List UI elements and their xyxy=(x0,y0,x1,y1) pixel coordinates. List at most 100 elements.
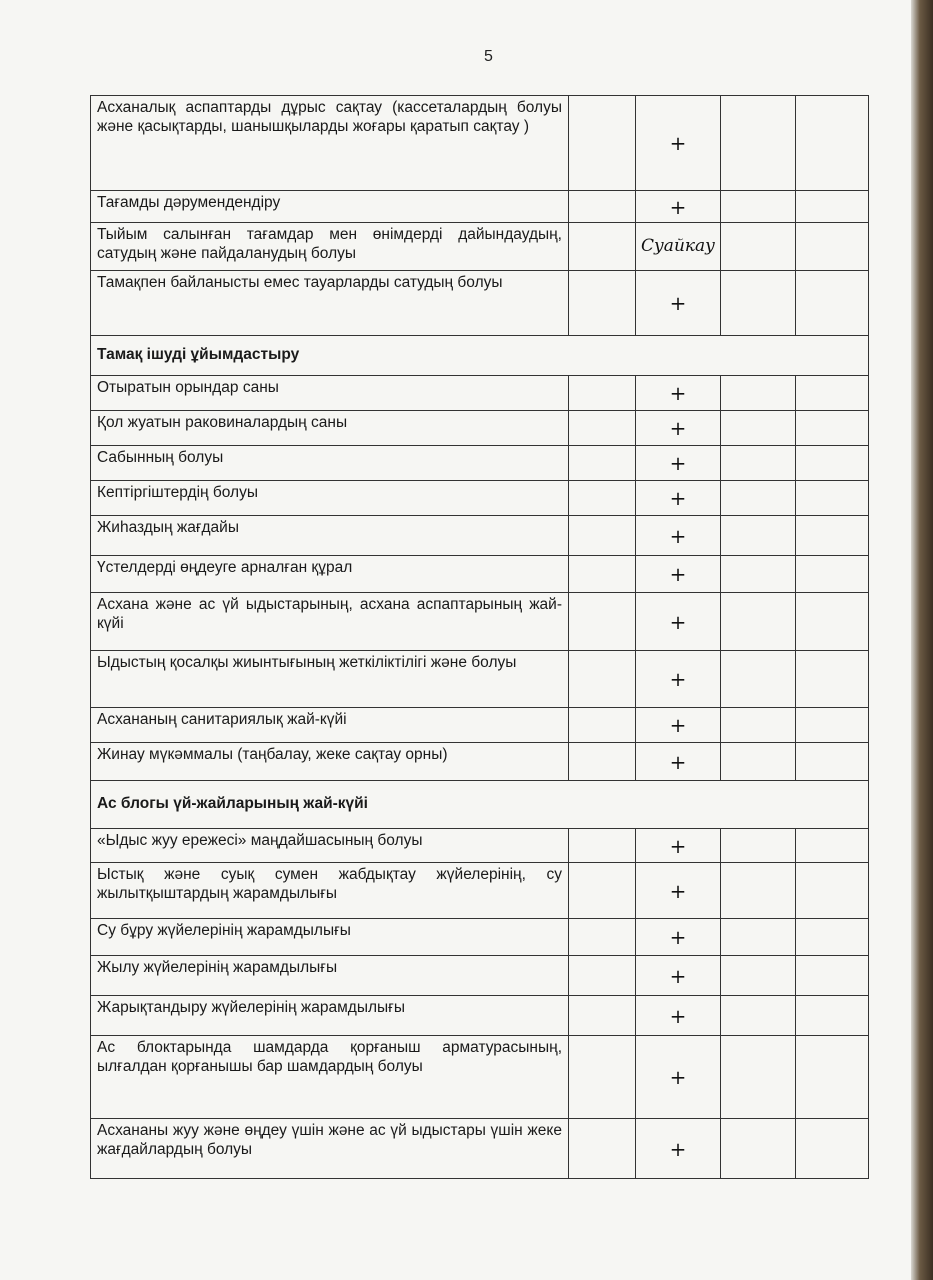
criterion-text: Кептіргіштердің болуы xyxy=(90,480,569,516)
empty-cell xyxy=(795,375,869,411)
empty-cell xyxy=(720,375,796,411)
inspection-checklist-table: Асханалық аспаптарды дұрыс сақтау (кассе… xyxy=(90,95,869,1179)
page-number: 5 xyxy=(484,48,493,65)
empty-cell xyxy=(720,445,796,481)
criterion-text: Қол жуатын раковиналардың саны xyxy=(90,410,569,446)
empty-cell xyxy=(720,270,796,336)
empty-cell xyxy=(795,1035,869,1119)
section-title: Ас блогы үй-жайларының жай-күйі xyxy=(90,780,869,829)
table-row: Ыстық және суық сумен жабдықтау жүйелері… xyxy=(90,862,869,919)
empty-cell xyxy=(568,650,636,708)
criterion-text: Ыдыстың қосалқы жиынтығының жеткіліктілі… xyxy=(90,650,569,708)
criterion-text: Асханалық аспаптарды дұрыс сақтау (кассе… xyxy=(90,95,569,191)
handwritten-mark: + xyxy=(635,375,721,411)
empty-cell xyxy=(795,828,869,863)
empty-cell xyxy=(720,1118,796,1179)
handwritten-mark: + xyxy=(635,955,721,996)
table-row: Жарықтандыру жүйелерінің жарамдылығы + xyxy=(90,995,869,1036)
handwritten-mark: + xyxy=(635,995,721,1036)
criterion-text: Ыстық және суық сумен жабдықтау жүйелері… xyxy=(90,862,569,919)
empty-cell xyxy=(795,862,869,919)
section-header-row: Тамақ ішуді ұйымдастыру xyxy=(90,335,869,376)
empty-cell xyxy=(568,955,636,996)
empty-cell xyxy=(568,480,636,516)
empty-cell xyxy=(568,375,636,411)
criterion-text: Жиһаздың жағдайы xyxy=(90,515,569,556)
criterion-text: Су бұру жүйелерінің жарамдылығы xyxy=(90,918,569,956)
empty-cell xyxy=(795,480,869,516)
table-row: Тамақпен байланысты емес тауарларды сату… xyxy=(90,270,869,336)
empty-cell xyxy=(720,410,796,446)
table-row: «Ыдыс жуу ережесі» маңдайшасының болуы + xyxy=(90,828,869,863)
table-row: Үстелдерді өңдеуге арналған құрал + xyxy=(90,555,869,593)
empty-cell xyxy=(568,918,636,956)
criterion-text: Үстелдерді өңдеуге арналған құрал xyxy=(90,555,569,593)
empty-cell xyxy=(795,445,869,481)
empty-cell xyxy=(795,270,869,336)
page-edge xyxy=(911,0,933,1280)
section-header-row: Ас блогы үй-жайларының жай-күйі xyxy=(90,780,869,829)
handwritten-mark: + xyxy=(635,190,721,223)
empty-cell xyxy=(720,995,796,1036)
table-row: Сабынның болуы + xyxy=(90,445,869,481)
empty-cell xyxy=(720,222,796,271)
handwritten-mark: + xyxy=(635,515,721,556)
empty-cell xyxy=(720,828,796,863)
criterion-text: Асхананы жуу және өңдеу үшін және ас үй … xyxy=(90,1118,569,1179)
handwritten-mark: + xyxy=(635,445,721,481)
empty-cell xyxy=(568,410,636,446)
empty-cell xyxy=(720,862,796,919)
criterion-text: Тыйым салынған тағамдар мен өнімдерді да… xyxy=(90,222,569,271)
empty-cell xyxy=(720,515,796,556)
handwritten-mark: + xyxy=(635,650,721,708)
table-row: Жиһаздың жағдайы + xyxy=(90,515,869,556)
table-row: Асхана және ас үй ыдыстарының, асхана ас… xyxy=(90,592,869,651)
empty-cell xyxy=(795,410,869,446)
criterion-text: Жылу жүйелерінің жарамдылығы xyxy=(90,955,569,996)
empty-cell xyxy=(568,1118,636,1179)
criterion-text: Сабынның болуы xyxy=(90,445,569,481)
empty-cell xyxy=(720,955,796,996)
criterion-text: Асхананың санитариялық жай-күйі xyxy=(90,707,569,743)
empty-cell xyxy=(568,222,636,271)
empty-cell xyxy=(568,995,636,1036)
empty-cell xyxy=(568,270,636,336)
empty-cell xyxy=(795,650,869,708)
handwritten-note: Суайкау xyxy=(640,236,716,257)
table-row: Ас блоктарында шамдарда қорғаныш арматур… xyxy=(90,1035,869,1119)
empty-cell xyxy=(720,918,796,956)
handwritten-mark: + xyxy=(635,480,721,516)
empty-cell xyxy=(795,995,869,1036)
handwritten-mark: + xyxy=(635,828,721,863)
handwritten-mark: + xyxy=(635,862,721,919)
handwritten-mark: + xyxy=(635,1035,721,1119)
empty-cell xyxy=(795,955,869,996)
empty-cell xyxy=(568,190,636,223)
handwritten-mark: + xyxy=(635,555,721,593)
table-row: Асханалық аспаптарды дұрыс сақтау (кассе… xyxy=(90,95,869,191)
empty-cell xyxy=(720,480,796,516)
empty-cell xyxy=(720,555,796,593)
table-row: Қол жуатын раковиналардың саны + xyxy=(90,410,869,446)
handwritten-mark: + xyxy=(635,270,721,336)
table-row: Жылу жүйелерінің жарамдылығы + xyxy=(90,955,869,996)
empty-cell xyxy=(720,1035,796,1119)
table-row: Кептіргіштердің болуы + xyxy=(90,480,869,516)
table-row: Тыйым салынған тағамдар мен өнімдерді да… xyxy=(90,222,869,271)
handwritten-mark: + xyxy=(635,592,721,651)
handwritten-mark: + xyxy=(635,918,721,956)
empty-cell xyxy=(795,555,869,593)
empty-cell xyxy=(795,592,869,651)
empty-cell xyxy=(568,828,636,863)
empty-cell xyxy=(795,190,869,223)
empty-cell xyxy=(795,918,869,956)
table-row: Асхананы жуу және өңдеу үшін және ас үй … xyxy=(90,1118,869,1179)
criterion-text: Ас блоктарында шамдарда қорғаныш арматур… xyxy=(90,1035,569,1119)
empty-cell xyxy=(720,650,796,708)
empty-cell xyxy=(720,742,796,781)
empty-cell xyxy=(568,707,636,743)
table-row: Ыдыстың қосалқы жиынтығының жеткіліктілі… xyxy=(90,650,869,708)
criterion-text: Жарықтандыру жүйелерінің жарамдылығы xyxy=(90,995,569,1036)
handwritten-mark: Суайкау xyxy=(635,222,721,271)
handwritten-mark: + xyxy=(635,410,721,446)
